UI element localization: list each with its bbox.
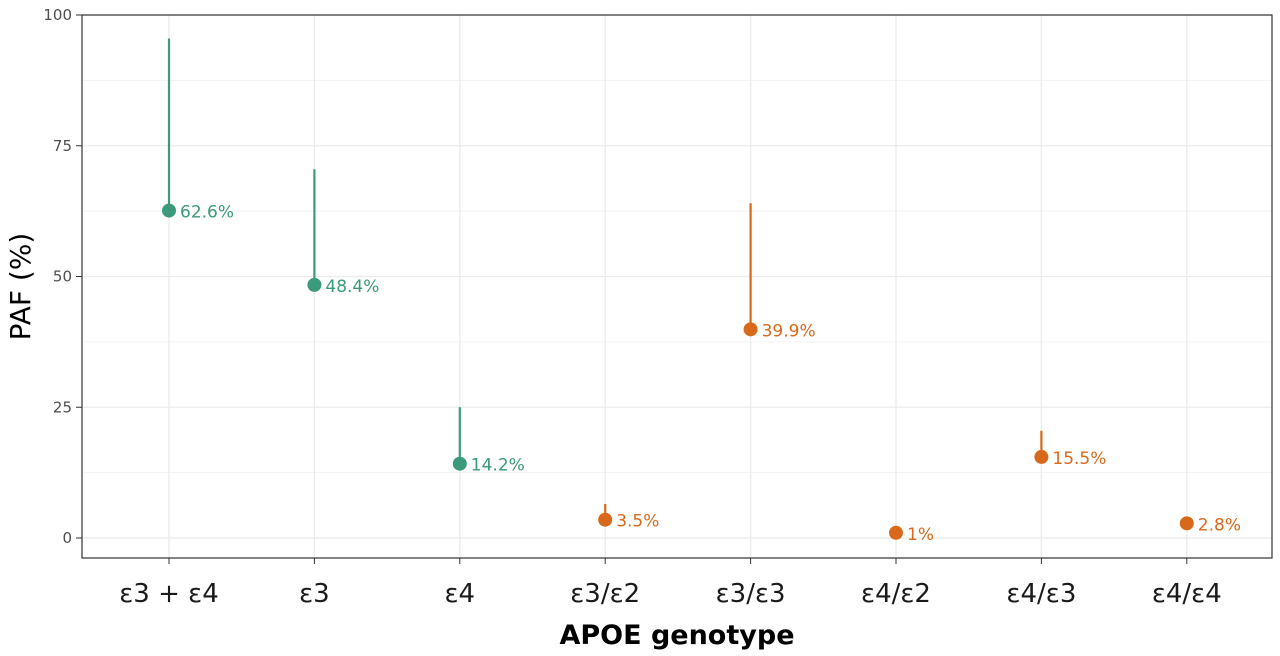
x-axis-title: APOE genotype bbox=[559, 620, 794, 651]
data-label: 3.5% bbox=[616, 512, 659, 532]
grid bbox=[82, 14, 1272, 558]
y-tick-label: 100 bbox=[43, 6, 72, 24]
x-axis: ε3 + ε4 ε3 ε4 ε3/ε2 ε3/ε3 ε4/ε2 ε4/ε3 ε4/ε4 bbox=[119, 558, 1222, 609]
y-tick-label: 25 bbox=[53, 398, 72, 416]
data-point bbox=[889, 525, 903, 540]
data-point bbox=[452, 456, 467, 471]
y-tick-label: 75 bbox=[53, 137, 72, 155]
x-tick-label: ε4/ε2 bbox=[861, 579, 931, 609]
y-axis: 0 25 50 75 100 bbox=[43, 6, 82, 547]
data-label: 15.5% bbox=[1052, 449, 1106, 469]
data-label: 62.6% bbox=[180, 203, 234, 223]
y-tick-label: 50 bbox=[53, 268, 72, 286]
y-axis-title: PAF (%) bbox=[4, 233, 37, 341]
x-tick-label: ε3/ε2 bbox=[570, 579, 640, 609]
data-marks: 62.6% 48.4% 14.2% 3.5% 39.9% 1% 15.5% 2.8% bbox=[162, 38, 1241, 545]
data-label: 1% bbox=[907, 525, 934, 545]
y-tick-label: 0 bbox=[62, 529, 72, 547]
data-point bbox=[598, 512, 613, 527]
data-label: 48.4% bbox=[325, 277, 379, 297]
plot-panel bbox=[81, 14, 1273, 559]
x-tick-label: ε3 + ε4 bbox=[119, 579, 219, 609]
data-point bbox=[307, 277, 322, 292]
x-tick-label: ε3 bbox=[299, 579, 330, 609]
x-tick-label: ε4/ε3 bbox=[1006, 579, 1076, 609]
x-tick-label: ε3/ε3 bbox=[716, 579, 786, 609]
data-point bbox=[1034, 449, 1049, 464]
data-label: 2.8% bbox=[1198, 515, 1241, 535]
data-label: 14.2% bbox=[471, 456, 525, 476]
data-point bbox=[743, 322, 758, 337]
data-point bbox=[162, 203, 176, 218]
data-point bbox=[1179, 516, 1194, 531]
x-tick-label: ε4 bbox=[444, 579, 475, 609]
data-label: 39.9% bbox=[762, 321, 816, 341]
x-tick-label: ε4/ε4 bbox=[1152, 579, 1222, 609]
